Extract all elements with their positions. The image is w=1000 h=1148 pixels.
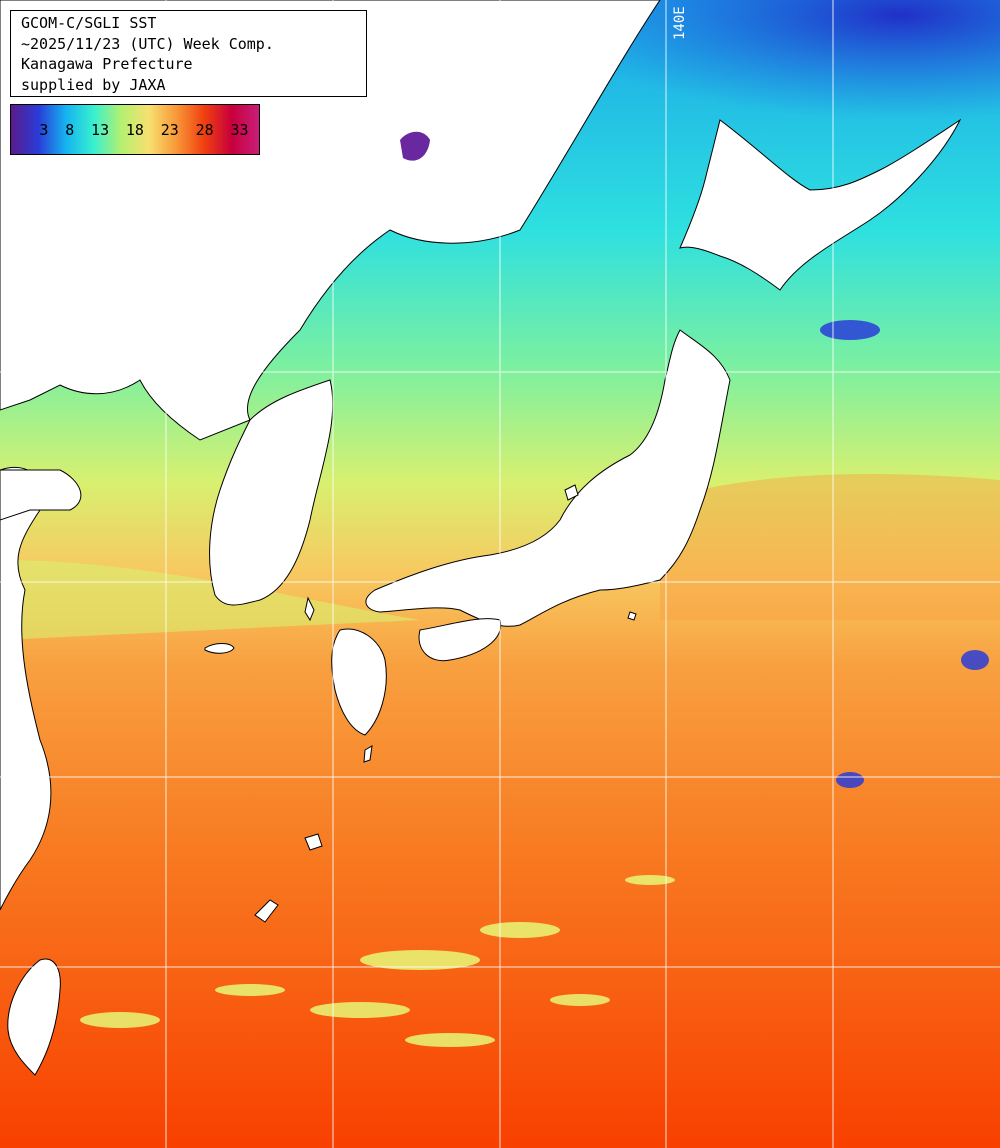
color-bar-tick: 18 [125, 120, 144, 139]
color-bar-tick: 3 [39, 120, 49, 139]
land-amami [304, 833, 323, 851]
yellow-shelf-sea [0, 560, 420, 640]
land-korea [209, 379, 334, 606]
land-tanegashima [363, 745, 373, 763]
land-honshu [365, 329, 731, 627]
land-izu-oshima [627, 611, 637, 621]
latitude-label-40n: 40N [14, 352, 40, 368]
warm-pool-east [660, 474, 1000, 620]
land-shandong [0, 469, 82, 521]
color-bar-tick: 23 [160, 120, 179, 139]
color-bar-ticks: 3 8 13 18 23 28 33 [11, 105, 259, 154]
color-bar-tick: 33 [230, 120, 249, 139]
land-hokkaido [679, 118, 962, 291]
title-date: ~2025/11/23 (UTC) Week Comp. [21, 34, 274, 53]
cold-patches-east [820, 320, 989, 788]
color-bar-tick: 28 [195, 120, 214, 139]
land-tsushima [304, 596, 315, 622]
land-shikoku [418, 618, 502, 662]
title-product: GCOM-C/SGLI SST [21, 14, 157, 32]
color-bar-tick: 8 [65, 120, 75, 139]
title-supplier: supplied by JAXA [21, 75, 166, 94]
land-okinawa [254, 899, 279, 923]
title-box: GCOM-C/SGLI SST ~2025/11/23 (UTC) Week C… [10, 10, 367, 97]
longitude-label-140e: 140E [672, 6, 688, 40]
land-sado [564, 484, 579, 501]
color-bar-tick: 13 [91, 120, 110, 139]
title-region: Kanagawa Prefecture [21, 55, 193, 73]
cold-spot-sakhalin [400, 131, 430, 161]
land-jeju [204, 643, 235, 654]
land-taiwan [7, 958, 61, 1076]
color-bar-legend: 3 8 13 18 23 28 33 [10, 104, 260, 155]
land-kyushu [331, 628, 387, 736]
